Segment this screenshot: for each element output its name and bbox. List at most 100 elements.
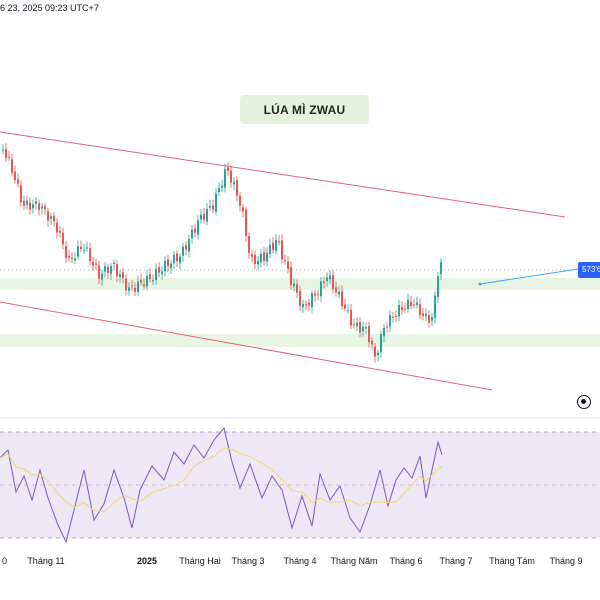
candle-body (95, 263, 97, 265)
candle-body (242, 207, 244, 212)
candle-body (65, 245, 67, 258)
candle-body (116, 263, 118, 277)
candle-body (2, 149, 4, 151)
candle-body (173, 254, 175, 264)
candle-body (98, 265, 100, 279)
candle-body (431, 317, 433, 321)
candle-body (302, 303, 304, 308)
candle-body (56, 222, 58, 233)
channel-upper-line (0, 131, 566, 218)
candle-body (374, 346, 376, 357)
candle-body (221, 185, 223, 188)
candle-body (146, 275, 148, 287)
candle-body (383, 327, 385, 337)
candle-body (434, 295, 436, 318)
candle-body (110, 265, 112, 274)
candle-body (44, 206, 46, 210)
chart-datetime: 6 23, 2025 09:23 UTC+7 (0, 3, 99, 13)
candle-body (218, 188, 220, 193)
channel-lower-line (0, 301, 493, 391)
candle-body (350, 309, 352, 326)
candle-body (185, 245, 187, 250)
candle-body (353, 324, 355, 326)
candle-body (419, 304, 421, 316)
chart-title-badge[interactable]: LÚA MÌ ZWAU (240, 95, 369, 124)
candle-body (332, 275, 334, 289)
candle-body (86, 247, 88, 249)
candle-body (377, 352, 379, 356)
candle-body (35, 201, 37, 204)
candle-body (17, 179, 19, 184)
candle-body (371, 341, 373, 345)
candle-body (41, 206, 43, 209)
candle-body (248, 236, 250, 253)
candle-body (245, 209, 247, 236)
candle-body (299, 290, 301, 306)
candle-body (314, 293, 316, 296)
time-axis-label: Tháng 4 (283, 556, 317, 566)
candle-body (107, 267, 109, 273)
camera-icon[interactable] (577, 395, 591, 409)
candle-body (308, 302, 310, 306)
candle-body (212, 205, 214, 210)
time-axis-label: Tháng 9 (549, 556, 583, 566)
candle-body (362, 326, 364, 332)
candle-body (170, 263, 172, 269)
candle-body (164, 260, 166, 272)
candle-body (125, 279, 127, 291)
candle-body (239, 195, 241, 206)
candle-body (440, 262, 442, 275)
rsi-ma-line (0, 447, 443, 513)
time-axis-label: Tháng Năm (330, 556, 378, 566)
candle-body (275, 240, 277, 251)
candle-body (77, 246, 79, 257)
candle-body (356, 322, 358, 327)
candle-body (92, 262, 94, 266)
candle-body (149, 274, 151, 279)
candle-body (80, 246, 82, 250)
candle-body (305, 304, 307, 306)
time-axis-label: Tháng Tám (489, 556, 535, 566)
candle-body (140, 279, 142, 283)
candle-body (233, 181, 235, 185)
candle-body (68, 256, 70, 258)
candle-body (281, 240, 283, 260)
candle-body (131, 285, 133, 287)
candle-body (71, 257, 73, 259)
candle-body (437, 276, 439, 298)
candle-body (278, 241, 280, 243)
candle-body (251, 254, 253, 257)
candle-body (161, 271, 163, 275)
time-axis-label: 0 (2, 556, 8, 566)
candle-body (293, 283, 295, 287)
candle-body (263, 252, 265, 261)
candle-body (341, 291, 343, 307)
candle-body (260, 254, 262, 263)
candle-body (8, 156, 10, 158)
candle-body (317, 293, 319, 295)
candle-body (407, 299, 409, 310)
candle-body (20, 185, 22, 203)
candle-body (62, 232, 64, 245)
candle-body (329, 275, 331, 280)
candle-body (380, 334, 382, 353)
candle-body (119, 274, 121, 277)
time-axis: 0 Tháng 11 2025 Tháng Hai Tháng 3 Tháng … (0, 556, 600, 576)
time-axis-label: Tháng 3 (231, 556, 265, 566)
candle-body (392, 317, 394, 319)
time-axis-label: 2025 (136, 556, 158, 566)
candle-body (395, 315, 397, 317)
candle-body (368, 326, 370, 342)
candle-body (428, 315, 430, 323)
candle-body (320, 281, 322, 297)
candle-body (359, 322, 361, 333)
candle-body (194, 228, 196, 233)
candle-body (155, 268, 157, 280)
projection-line (479, 268, 579, 285)
candle-body (425, 313, 427, 317)
projection-point (478, 282, 482, 286)
candle-body (269, 244, 271, 255)
candle-body (389, 315, 391, 327)
candle-body (347, 310, 349, 312)
